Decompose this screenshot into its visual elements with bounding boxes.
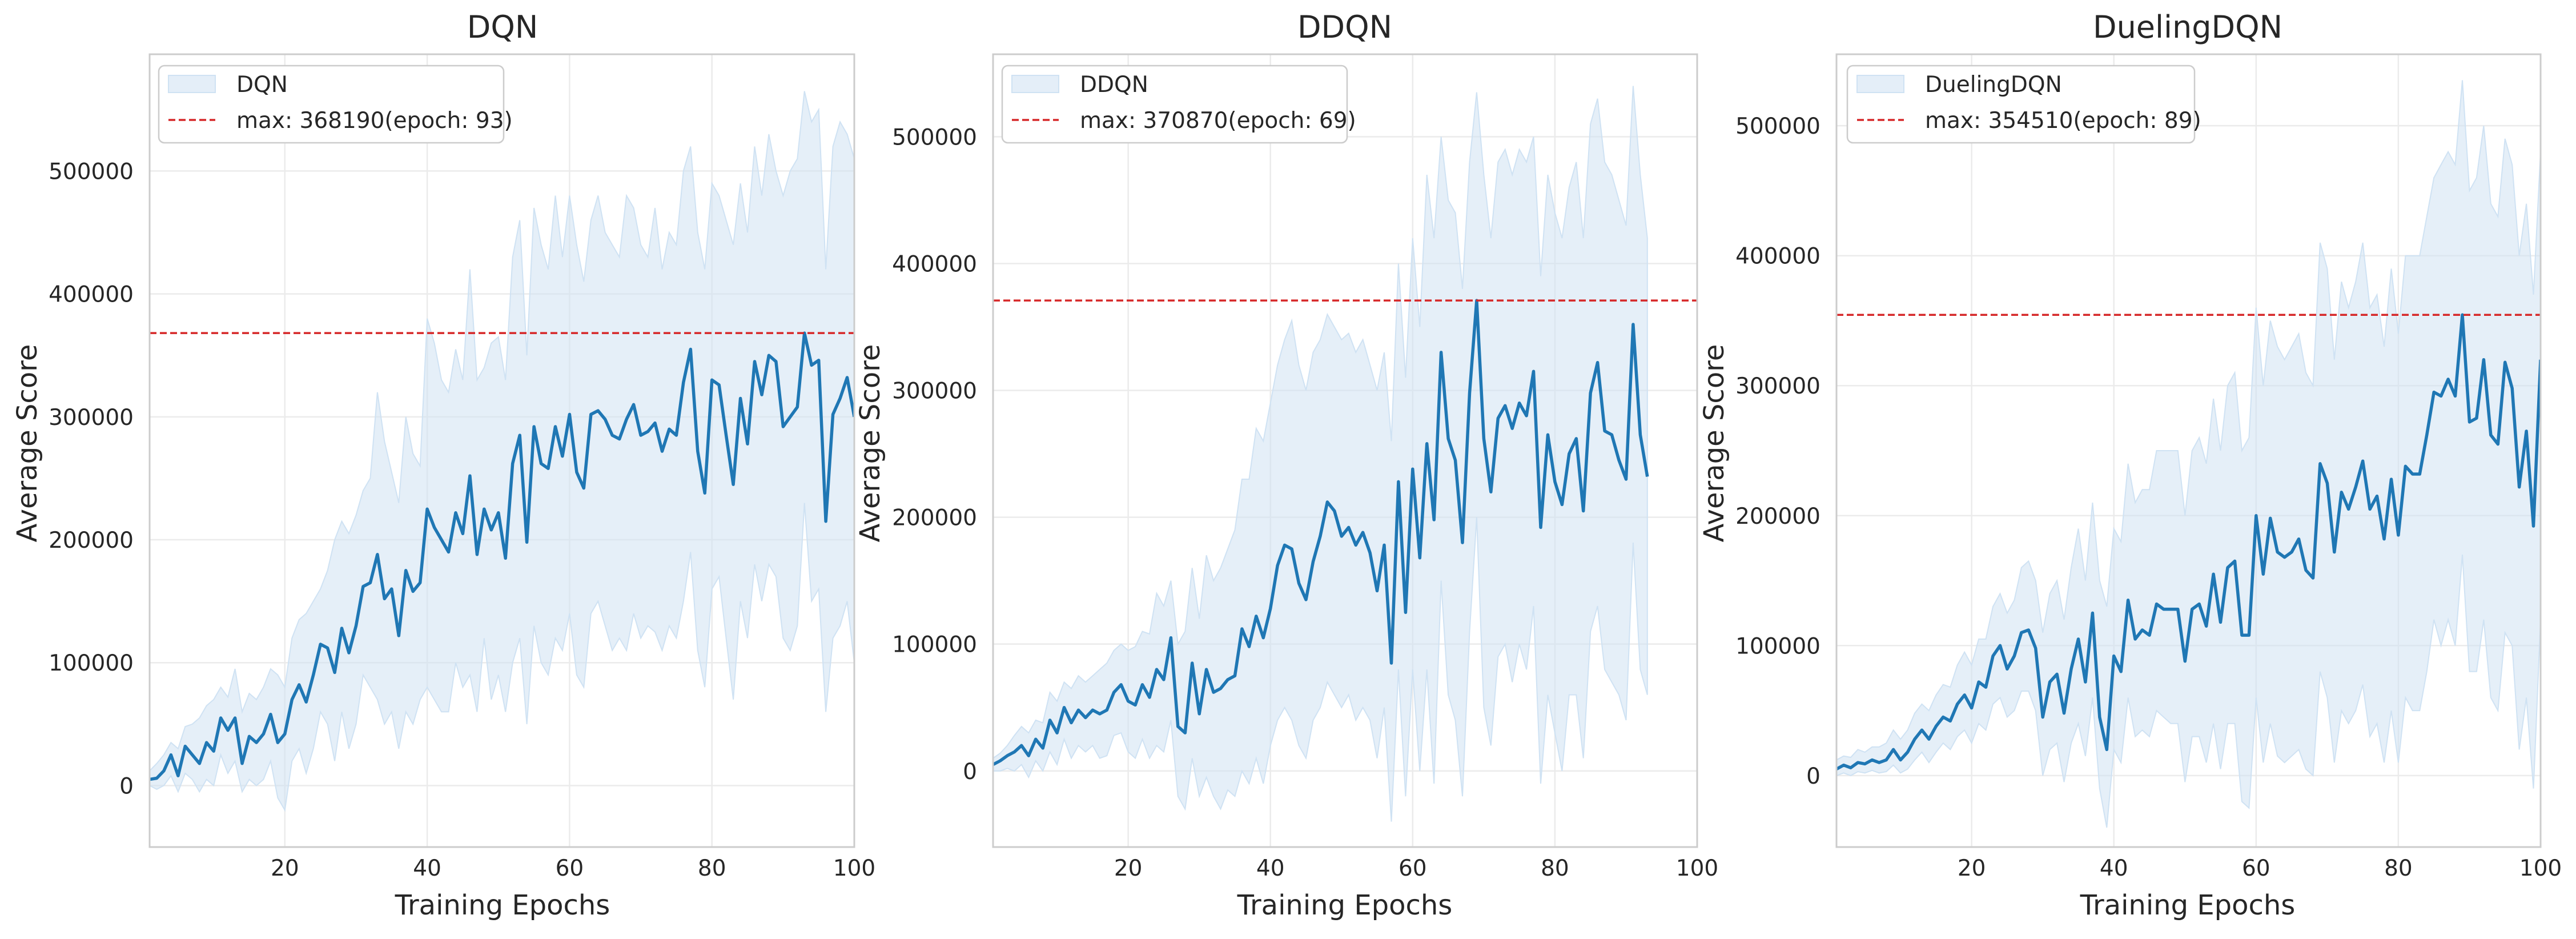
y-ticks-dqn: 0 100000 200000 300000 400000 500000 bbox=[49, 159, 134, 799]
x-tick-label: 100 bbox=[1676, 856, 1718, 881]
x-tick-label: 80 bbox=[1541, 856, 1569, 881]
y-ticks-ddqn: 0 100000 200000 300000 400000 500000 bbox=[892, 125, 977, 784]
x-tick-label: 40 bbox=[413, 856, 441, 881]
series-line-dqn bbox=[150, 331, 854, 781]
series-dqn bbox=[150, 331, 854, 781]
x-axis-label-dqn: Training Epochs bbox=[395, 889, 610, 921]
series-line-duelingdqn bbox=[1836, 313, 2541, 771]
series-duelingdqn bbox=[1836, 313, 2541, 771]
legend-label-max-ddqn: max: 370870(epoch: 69) bbox=[1080, 108, 1356, 134]
legend-label-max-duelingdqn: max: 354510(epoch: 89) bbox=[1925, 108, 2201, 134]
y-tick-label: 400000 bbox=[892, 251, 977, 277]
panel-ddqn: 20 40 60 80 100 0 100000 200000 300000 400000 500… bbox=[854, 9, 1718, 921]
band-dqn bbox=[150, 91, 854, 812]
legend-duelingdqn: DuelingDQN max: 354510(epoch: 89) bbox=[1846, 65, 2201, 144]
y-axis-label-ddqn: Average Score bbox=[854, 344, 886, 543]
series-line-ddqn bbox=[993, 299, 1649, 767]
y-tick-label: 500000 bbox=[49, 159, 134, 184]
y-tick-label: 300000 bbox=[892, 379, 977, 404]
y-tick-label: 200000 bbox=[892, 505, 977, 531]
panel-title-ddqn: DDQN bbox=[1297, 9, 1392, 45]
variance-band-dqn bbox=[150, 91, 854, 812]
y-tick-label: 200000 bbox=[1735, 504, 1821, 529]
y-tick-label: 0 bbox=[963, 759, 977, 785]
panel-dqn: 20 40 60 80 100 0 100000 200000 300000 400000 500… bbox=[11, 9, 875, 921]
y-tick-label: 500000 bbox=[1735, 114, 1821, 139]
plot-frame-ddqn bbox=[992, 53, 1698, 848]
panel-title-duelingdqn: DuelingDQN bbox=[2093, 9, 2282, 45]
legend-swatch-band-ddqn bbox=[1011, 75, 1059, 93]
legend-ddqn: DDQN max: 370870(epoch: 69) bbox=[1001, 65, 1356, 144]
x-tick-label: 40 bbox=[2100, 856, 2128, 881]
panel-duelingdqn: 20 40 60 80 100 0 100000 200000 300000 400000 500… bbox=[1698, 9, 2562, 921]
x-tick-label: 20 bbox=[1114, 856, 1143, 881]
x-ticks-duelingdqn: 20 40 60 80 100 bbox=[1958, 856, 2562, 881]
x-ticks-dqn: 20 40 60 80 100 bbox=[271, 856, 875, 881]
legend-label-dqn: DQN bbox=[236, 72, 288, 98]
y-tick-label: 100000 bbox=[892, 632, 977, 658]
y-axis-label-dqn: Average Score bbox=[11, 344, 43, 543]
legend-label-max-dqn: max: 368190(epoch: 93) bbox=[236, 108, 513, 134]
legend-label-duelingdqn: DuelingDQN bbox=[1925, 72, 2062, 98]
x-tick-label: 100 bbox=[2519, 856, 2562, 881]
legend-box-dqn bbox=[158, 65, 505, 144]
y-tick-label: 500000 bbox=[892, 125, 977, 150]
x-axis-label-ddqn: Training Epochs bbox=[1237, 889, 1453, 921]
y-tick-label: 0 bbox=[1806, 764, 1821, 789]
x-tick-label: 20 bbox=[271, 856, 299, 881]
y-tick-label: 100000 bbox=[1735, 633, 1821, 659]
legend-dqn: DQN max: 368190(epoch: 93) bbox=[158, 65, 513, 144]
y-tick-label: 400000 bbox=[1735, 244, 1821, 270]
legend-box-duelingdqn bbox=[1846, 65, 2196, 144]
legend-swatch-band-duelingdqn bbox=[1856, 75, 1904, 93]
x-tick-label: 80 bbox=[2384, 856, 2413, 881]
x-ticks-ddqn: 20 40 60 80 100 bbox=[1114, 856, 1718, 881]
y-tick-label: 300000 bbox=[1735, 374, 1821, 399]
x-tick-label: 60 bbox=[2242, 856, 2270, 881]
x-tick-label: 60 bbox=[556, 856, 584, 881]
y-tick-label: 100000 bbox=[49, 651, 134, 676]
x-tick-label: 40 bbox=[1256, 856, 1285, 881]
plot-frame-duelingdqn bbox=[1835, 53, 2542, 848]
plot-frame-dqn bbox=[148, 53, 855, 848]
variance-band-duelingdqn bbox=[1836, 80, 2541, 828]
frame-duelingdqn bbox=[1835, 53, 2542, 848]
legend-swatch-band-dqn bbox=[168, 75, 216, 93]
x-tick-label: 60 bbox=[1398, 856, 1427, 881]
y-axis-label-duelingdqn: Average Score bbox=[1698, 344, 1730, 543]
y-tick-label: 200000 bbox=[49, 528, 134, 553]
band-duelingdqn bbox=[1836, 80, 2541, 828]
variance-band-ddqn bbox=[993, 86, 1648, 822]
y-tick-label: 300000 bbox=[49, 405, 134, 431]
x-axis-label-duelingdqn: Training Epochs bbox=[2080, 889, 2296, 921]
y-tick-label: 0 bbox=[119, 773, 134, 799]
series-ddqn bbox=[993, 299, 1649, 767]
frame-ddqn bbox=[992, 53, 1698, 848]
x-tick-label: 20 bbox=[1958, 856, 1986, 881]
legend-label-ddqn: DDQN bbox=[1080, 72, 1148, 98]
x-tick-label: 100 bbox=[833, 856, 875, 881]
band-ddqn bbox=[993, 86, 1648, 822]
legend-box-ddqn bbox=[1001, 65, 1348, 144]
frame-dqn bbox=[148, 53, 855, 848]
x-tick-label: 80 bbox=[698, 856, 726, 881]
y-ticks-duelingdqn: 0 100000 200000 300000 400000 500000 bbox=[1735, 114, 1821, 789]
panel-title-dqn: DQN bbox=[467, 9, 538, 45]
y-tick-label: 400000 bbox=[49, 282, 134, 308]
